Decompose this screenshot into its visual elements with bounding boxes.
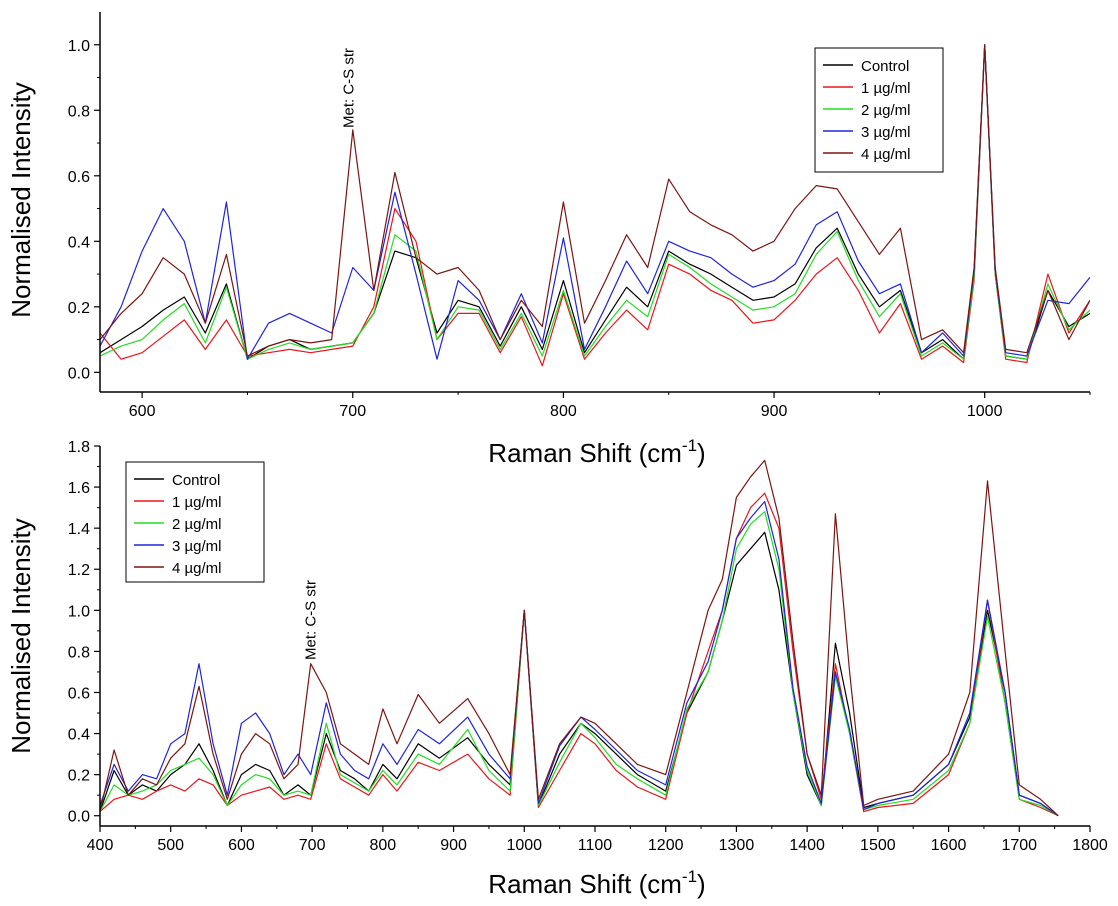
series-line-3-ug-ml [100, 500, 1059, 817]
y-tick-label: 1.0 [68, 603, 90, 620]
y-tick-label: 0.0 [68, 365, 90, 382]
x-tick-label: 1300 [719, 837, 755, 854]
legend: Control 1 µg/ml 2 µg/ml 3 µg/ml 4 µg/ml [125, 461, 265, 583]
x-axis-label: Raman Shift (cm-1) [488, 867, 705, 899]
series-line-4-ug-ml [100, 44, 1090, 357]
x-tick-label: 700 [299, 837, 326, 854]
legend-label: 2 µg/ml [172, 516, 222, 533]
y-tick-label: 1.8 [68, 439, 90, 456]
series-line-3-ug-ml [100, 44, 1090, 360]
y-tick-label: 1.4 [68, 521, 90, 538]
x-axis-label: Raman Shift (cm-1) [488, 436, 705, 468]
y-tick-label: 0.6 [68, 169, 90, 186]
y-tick-label: 1.0 [68, 38, 90, 55]
y-tick-label: 0.6 [68, 685, 90, 702]
legend-box [125, 461, 265, 583]
x-tick-label: 1200 [648, 837, 684, 854]
y-tick-label: 1.6 [68, 480, 90, 497]
x-tick-label: 1400 [789, 837, 825, 854]
x-tick-label: 1100 [578, 837, 613, 854]
chart-top: 600 700 800 900 1000 0.0 0.2 0.4 0.6 0.8 1.0 Raman … [6, 12, 1091, 468]
x-tick-label: 1700 [1001, 837, 1037, 854]
series-line-2-ug-ml [100, 44, 1090, 360]
series-line-4-ug-ml [100, 459, 1059, 817]
legend-label: 3 µg/ml [861, 124, 911, 141]
y-axis-label: Normalised Intensity [6, 82, 36, 318]
legend-label: 3 µg/ml [172, 538, 222, 555]
x-tick-label: 1600 [931, 837, 967, 854]
x-tick-label: 800 [550, 403, 577, 420]
x-tick-label: 1800 [1072, 837, 1108, 854]
x-tick-label: 800 [370, 837, 397, 854]
series-lines [100, 459, 1059, 817]
y-axis-label: Normalised Intensity [6, 518, 36, 754]
series-line-1-ug-ml [100, 44, 1090, 367]
legend-label: 2 µg/ml [861, 102, 911, 119]
x-tick-label: 1000 [967, 403, 1003, 420]
x-tick-label: 700 [339, 403, 366, 420]
legend-label: Control [172, 472, 220, 489]
x-tick-label: 600 [228, 837, 255, 854]
x-tick-label: 1500 [860, 837, 896, 854]
legend-label: 1 µg/ml [172, 494, 222, 511]
legend-label: Control [861, 58, 909, 75]
series-lines [100, 44, 1090, 367]
annotation-met-cs-str: Met: C-S str [341, 48, 358, 128]
x-tick-label: 500 [157, 837, 184, 854]
x-tick-label: 900 [761, 403, 788, 420]
y-tick-label: 1.2 [68, 562, 90, 579]
y-tick-label: 0.4 [68, 727, 90, 744]
x-tick-label: 1000 [506, 837, 542, 854]
chart-bottom: 400 500 600 700 800 900 1000 1100 1200 1300 1400 15… [6, 439, 1108, 899]
y-tick-label: 0.8 [68, 644, 90, 661]
legend: Control 1 µg/ml 2 µg/ml 3 µg/ml 4 µg/ml [814, 47, 944, 173]
x-tick-label: 600 [129, 403, 156, 420]
legend-label: 1 µg/ml [861, 80, 911, 97]
y-tick-label: 0.2 [68, 300, 90, 317]
legend-box [814, 47, 944, 173]
y-tick-label: 0.0 [68, 809, 90, 826]
y-tick-label: 0.8 [68, 103, 90, 120]
y-tick-label: 0.2 [68, 768, 90, 785]
x-tick-label: 400 [87, 837, 114, 854]
legend-label: 4 µg/ml [861, 146, 911, 163]
x-tick-label: 900 [440, 837, 467, 854]
legend-label: 4 µg/ml [172, 560, 222, 577]
annotation-met-cs-str: Met: C-S str [303, 580, 320, 660]
y-tick-label: 0.4 [68, 234, 90, 251]
